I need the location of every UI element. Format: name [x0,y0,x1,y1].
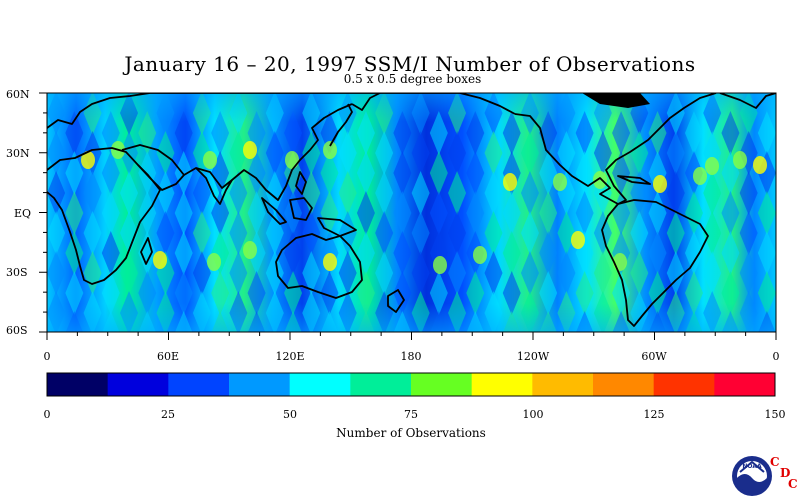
cdc-letter-c1: C [770,455,780,469]
colorbar [47,373,776,396]
coastline-philippines [295,171,307,195]
lon-label-120e: 120E [275,350,304,363]
colorbar-swatch [168,373,230,396]
colorbar-swatch [107,373,169,396]
noaa-logo-wave [737,474,767,492]
colorbar-swatch [289,373,351,396]
map-title: January 16 – 20, 1997 SSM/I Number of Ob… [124,52,696,76]
coastline-south-america [601,199,709,327]
coastline-australia [275,233,363,299]
coastlines [47,93,776,327]
colorbar-swatch [714,373,776,396]
lon-label-60e: 60E [157,350,179,363]
colorbar-title: Number of Observations [336,426,486,440]
colorbar-tick-75: 75 [404,408,418,421]
coastline-north-america [514,93,717,205]
colorbar-frame [46,372,776,397]
colorbar-tick-25: 25 [161,408,175,421]
coastline-new-guinea [317,217,357,237]
colorbar-tick-150: 150 [764,408,786,421]
observation-field [47,93,776,332]
lon-label-0-east: 0 [773,350,780,363]
colorbar-tick-125: 125 [643,408,665,421]
lat-label-60s: 60S [6,324,28,337]
coastline-africa [47,147,161,285]
lat-label-60n: 60N [6,88,30,101]
colorbar-swatch [593,373,655,396]
lat-label-eq: EQ [14,207,31,220]
colorbar-swatch [47,373,109,396]
coastline-eurasia [47,93,516,201]
lat-label-30n: 30N [6,147,30,160]
svg-text:NOAA: NOAA [742,463,762,470]
coastline-greenland [719,93,776,109]
noaa-logo: NOAA [732,456,772,496]
lon-label-60w: 60W [641,350,667,363]
coastline-cuba [617,175,651,185]
colorbar-swatch [653,373,715,396]
colorbar-swatch [532,373,594,396]
arctic-land-fill [582,93,650,108]
colorbar-swatch [411,373,473,396]
cdc-letter-d: D [780,466,791,480]
lon-label-180: 180 [401,350,422,363]
colorbar-swatch [350,373,412,396]
colorbar-tick-100: 100 [522,408,544,421]
cdc-letter-c2: C [788,477,798,491]
colorbar-tick-0: 0 [43,408,51,421]
axis-ticks [39,92,777,340]
coastline-borneo [289,197,313,221]
coastline-madagascar [140,237,153,265]
coastline-sumatra [261,197,287,225]
colorbar-swatch [471,373,533,396]
map-subtitle: 0.5 x 0.5 degree boxes [343,72,482,86]
coastline-japan [329,103,353,147]
colorbar-tick-50: 50 [283,408,297,421]
coastline-new-zealand [387,289,405,313]
coastline-kamchatka [351,93,381,111]
coastline-india [195,167,233,205]
high-count-spots [81,141,767,274]
lon-label-0: 0 [44,350,51,363]
lon-label-120w: 120W [517,350,550,363]
colorbar-swatch [229,373,291,396]
lat-label-30s: 30S [6,266,28,279]
